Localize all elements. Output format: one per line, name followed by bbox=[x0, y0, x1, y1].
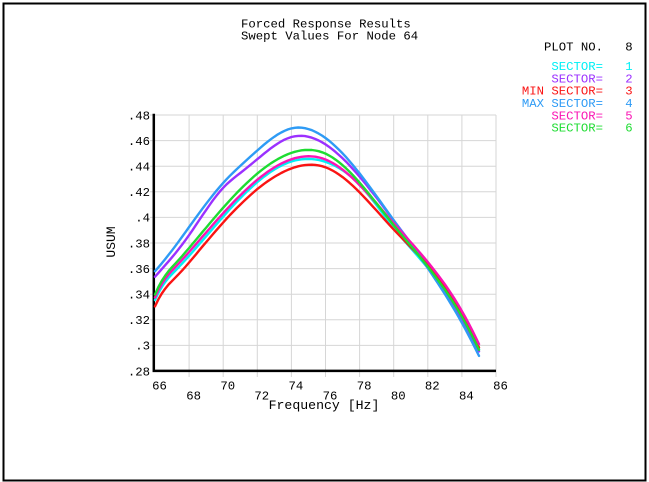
svg-text:78: 78 bbox=[357, 379, 372, 393]
svg-text:.44: .44 bbox=[128, 161, 150, 175]
svg-text:84: 84 bbox=[459, 389, 474, 403]
svg-text:.36: .36 bbox=[128, 263, 150, 277]
svg-text:SECTOR= 5: SECTOR= 5 bbox=[551, 109, 632, 123]
svg-text:.38: .38 bbox=[128, 237, 150, 251]
svg-text:.28: .28 bbox=[128, 365, 150, 379]
svg-text:72: 72 bbox=[254, 389, 269, 403]
svg-text:.4: .4 bbox=[135, 212, 150, 226]
svg-text:.48: .48 bbox=[128, 109, 150, 123]
svg-text:Frequency [Hz]: Frequency [Hz] bbox=[269, 398, 380, 413]
svg-text:Swept Values For Node 64: Swept Values For Node 64 bbox=[241, 30, 418, 44]
svg-text:SECTOR= 6: SECTOR= 6 bbox=[551, 122, 632, 136]
svg-text:MAX SECTOR= 4: MAX SECTOR= 4 bbox=[522, 97, 633, 111]
svg-text:USUM: USUM bbox=[104, 226, 119, 257]
svg-text:SECTOR= 1: SECTOR= 1 bbox=[551, 60, 632, 74]
svg-text:76: 76 bbox=[323, 389, 338, 403]
svg-text:82: 82 bbox=[425, 379, 440, 393]
svg-text:.46: .46 bbox=[128, 135, 150, 149]
svg-text:Forced Response Results: Forced Response Results bbox=[241, 17, 411, 31]
svg-text:SECTOR= 2: SECTOR= 2 bbox=[551, 72, 632, 86]
svg-text:86: 86 bbox=[493, 379, 508, 393]
svg-text:MIN SECTOR= 3: MIN SECTOR= 3 bbox=[522, 85, 633, 99]
svg-text:66: 66 bbox=[152, 379, 167, 393]
svg-text:80: 80 bbox=[391, 389, 406, 403]
svg-text:68: 68 bbox=[186, 389, 201, 403]
svg-text:70: 70 bbox=[220, 379, 235, 393]
svg-text:PLOT NO. 8: PLOT NO. 8 bbox=[544, 40, 633, 54]
svg-text:.42: .42 bbox=[128, 186, 150, 200]
svg-text:.3: .3 bbox=[135, 340, 150, 354]
svg-text:.32: .32 bbox=[128, 314, 150, 328]
svg-text:74: 74 bbox=[289, 379, 304, 393]
svg-text:.34: .34 bbox=[128, 289, 150, 303]
